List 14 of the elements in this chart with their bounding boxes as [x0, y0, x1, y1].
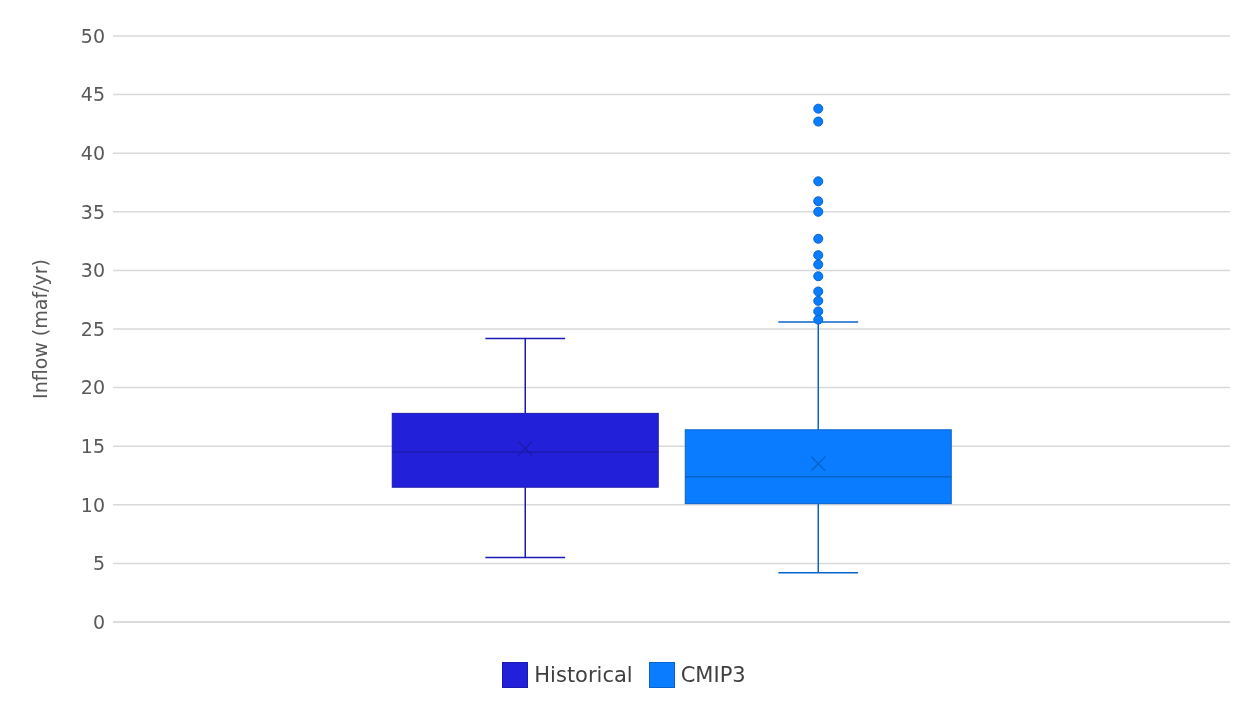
y-tick-label: 30	[80, 259, 105, 282]
y-tick-label: 40	[80, 141, 105, 164]
y-tick-label: 50	[80, 24, 105, 47]
y-tick-label: 20	[80, 376, 105, 399]
y-tick-label: 0	[92, 610, 105, 633]
y-tick-label: 35	[80, 200, 105, 223]
y-tick-label: 10	[80, 493, 105, 516]
y-tick-label: 45	[80, 83, 105, 106]
y-tick-label: 5	[92, 552, 105, 575]
y-tick-label: 25	[80, 317, 105, 340]
y-tick-label: 15	[80, 434, 105, 457]
legend-label: CMIP3	[679, 662, 746, 688]
y-axis-title: Inflow (maf/yr)	[28, 259, 51, 399]
legend-label: Historical	[533, 662, 633, 688]
